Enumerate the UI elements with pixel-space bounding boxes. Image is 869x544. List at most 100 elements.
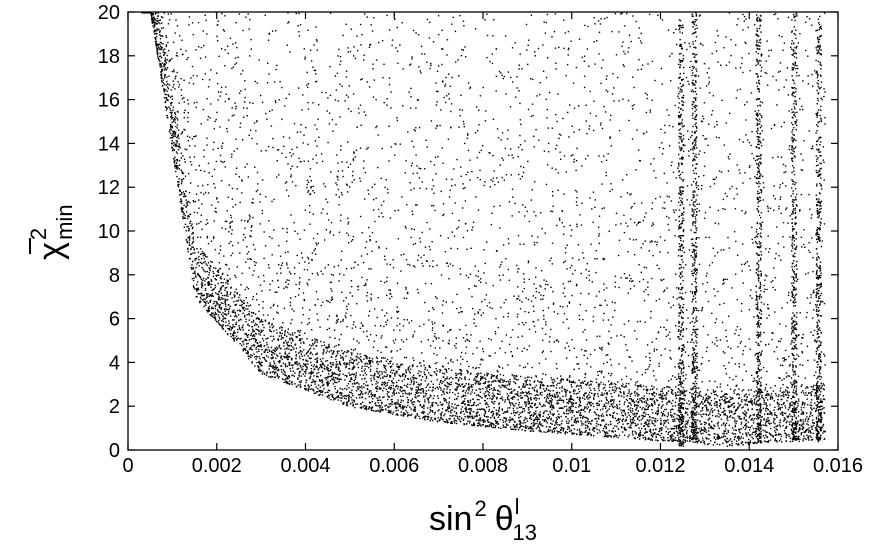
scatter-point [651, 399, 653, 401]
scatter-point [719, 386, 721, 388]
scatter-point [723, 430, 725, 432]
scatter-point [333, 381, 336, 383]
scatter-point [475, 325, 477, 327]
scatter-point [429, 386, 431, 388]
scatter-point [604, 433, 607, 436]
scatter-point [208, 284, 210, 286]
scatter-point [411, 398, 413, 400]
scatter-point [554, 13, 557, 15]
scatter-point [406, 415, 409, 417]
scatter-point [371, 401, 373, 403]
scatter-point [700, 395, 702, 397]
scatter-point [768, 413, 770, 415]
scatter-point [532, 78, 534, 81]
scatter-point [308, 318, 310, 320]
scatter-point [481, 300, 483, 303]
scatter-point [508, 395, 510, 397]
scatter-point [482, 350, 485, 353]
scatter-point [669, 438, 672, 440]
scatter-point [387, 395, 389, 397]
scatter-point [368, 390, 371, 392]
scatter-point [315, 26, 317, 28]
scatter-point [192, 241, 194, 243]
scatter-point [484, 396, 486, 398]
scatter-point [668, 440, 670, 442]
scatter-point [448, 401, 450, 403]
scatter-point [734, 421, 736, 423]
scatter-point [462, 183, 464, 185]
scatter-point [595, 414, 597, 416]
scatter-point [336, 154, 338, 156]
scatter-point [824, 364, 826, 366]
scatter-point [716, 395, 719, 397]
scatter-point [593, 100, 595, 102]
scatter-point [224, 302, 226, 304]
scatter-point [207, 119, 209, 121]
scatter-point [496, 420, 499, 423]
scatter-point [340, 149, 342, 151]
scatter-point [783, 378, 785, 380]
scatter-point [230, 335, 232, 338]
scatter-point [505, 299, 507, 301]
scatter-point [815, 273, 818, 275]
scatter-point [645, 288, 647, 291]
scatter-point [788, 394, 790, 396]
scatter-point [415, 397, 417, 399]
scatter-point [286, 44, 288, 46]
scatter-point [204, 255, 207, 258]
scatter-point [649, 428, 651, 431]
scatter-point [322, 385, 324, 387]
scatter-point [822, 423, 825, 426]
scatter-point [618, 31, 620, 33]
scatter-point [797, 278, 799, 281]
scatter-point [235, 288, 237, 291]
scatter-point [317, 384, 320, 386]
scatter-point [809, 435, 811, 437]
scatter-point [476, 373, 478, 375]
scatter-point [202, 285, 204, 287]
scatter-point [466, 137, 469, 139]
scatter-point [362, 401, 364, 403]
scatter-point [737, 407, 739, 409]
scatter-point [535, 407, 537, 409]
scatter-point [284, 356, 287, 358]
scatter-point [598, 389, 600, 392]
scatter-point [495, 90, 497, 92]
scatter-point [351, 295, 354, 297]
scatter-point [405, 374, 407, 377]
scatter-point [320, 270, 322, 273]
scatter-point [158, 28, 160, 30]
scatter-point [716, 415, 718, 417]
scatter-point [172, 131, 175, 134]
scatter-point [673, 209, 675, 211]
scatter-point [213, 220, 215, 222]
scatter-point [638, 385, 641, 387]
scatter-point [715, 394, 717, 396]
scatter-point [344, 387, 346, 390]
scatter-point [618, 129, 621, 132]
scatter-point [450, 381, 452, 383]
scatter-point [724, 413, 726, 415]
scatter-point [374, 325, 376, 327]
scatter-point [659, 251, 661, 253]
scatter-point [266, 372, 268, 374]
scatter-point [790, 404, 792, 407]
scatter-point [714, 425, 716, 428]
scatter-point [553, 393, 556, 396]
scatter-point [824, 355, 826, 357]
scatter-point [760, 145, 763, 147]
scatter-point [340, 394, 342, 397]
scatter-point [778, 208, 780, 210]
scatter-point [718, 137, 720, 139]
scatter-point [460, 369, 462, 371]
scatter-point [303, 134, 305, 136]
scatter-point [580, 414, 582, 417]
scatter-point [517, 379, 519, 381]
scatter-point [571, 294, 573, 297]
scatter-point [482, 86, 484, 89]
scatter-point [183, 195, 185, 198]
scatter-point [381, 335, 383, 337]
scatter-point [526, 418, 528, 420]
scatter-point [758, 155, 760, 157]
scatter-point [155, 12, 157, 14]
